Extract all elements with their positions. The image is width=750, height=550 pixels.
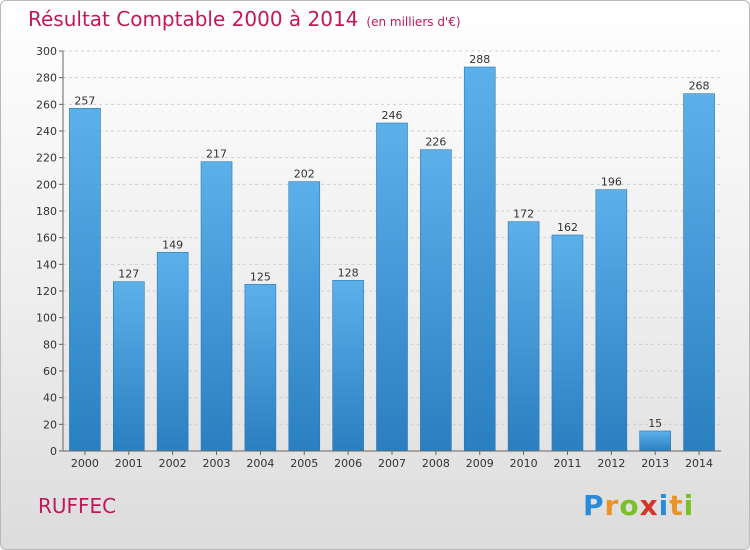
bar bbox=[113, 281, 145, 452]
y-tick-label: 0 bbox=[50, 445, 57, 458]
title-subtitle: (en milliers d'€) bbox=[366, 15, 461, 29]
bar bbox=[200, 161, 233, 452]
logo-letter: i bbox=[683, 489, 695, 522]
logo-letter: x bbox=[639, 489, 659, 522]
logo-letter: P bbox=[583, 489, 605, 522]
logo-letter: t bbox=[669, 489, 684, 522]
y-tick-label: 100 bbox=[36, 312, 57, 325]
x-tick-label: 2004 bbox=[246, 457, 274, 470]
y-tick-label: 60 bbox=[43, 365, 57, 378]
x-tick-label: 2014 bbox=[685, 457, 713, 470]
bar-value-label: 257 bbox=[74, 94, 95, 107]
x-tick-label: 2001 bbox=[115, 457, 143, 470]
bar bbox=[332, 280, 364, 452]
bar bbox=[595, 189, 628, 452]
bar bbox=[244, 284, 277, 452]
x-tick-label: 2008 bbox=[422, 457, 450, 470]
y-tick-label: 120 bbox=[36, 285, 57, 298]
y-tick-label: 180 bbox=[36, 205, 57, 218]
bar-value-label: 288 bbox=[469, 53, 490, 66]
bar-value-label: 15 bbox=[648, 417, 662, 430]
chart-title: Résultat Comptable 2000 à 2014 (en millie… bbox=[28, 7, 461, 31]
bar-value-label: 217 bbox=[206, 148, 227, 161]
x-tick-label: 2000 bbox=[71, 457, 99, 470]
bar-value-label: 149 bbox=[162, 238, 183, 251]
bar bbox=[683, 93, 715, 452]
y-tick-label: 140 bbox=[36, 258, 57, 271]
bar-value-label: 226 bbox=[425, 136, 446, 149]
x-tick-label: 2012 bbox=[597, 457, 625, 470]
logo-letter: r bbox=[604, 489, 620, 522]
bar-value-label: 268 bbox=[689, 80, 710, 93]
bar bbox=[463, 66, 496, 452]
x-tick-label: 2005 bbox=[290, 457, 318, 470]
y-tick-label: 80 bbox=[43, 338, 57, 351]
y-tick-label: 40 bbox=[43, 392, 57, 405]
bar bbox=[551, 234, 584, 452]
x-tick-label: 2003 bbox=[203, 457, 231, 470]
y-tick-label: 280 bbox=[36, 72, 57, 85]
x-axis: 2000 2001 2002 2003 2004 2005 2006 2007 2008 2009… bbox=[63, 450, 721, 470]
x-tick-label: 2011 bbox=[553, 457, 581, 470]
bar bbox=[156, 252, 189, 452]
y-tick-label: 160 bbox=[36, 232, 57, 245]
bar-value-label: 125 bbox=[250, 270, 271, 283]
bar bbox=[288, 181, 321, 452]
x-tick-label: 2010 bbox=[510, 457, 538, 470]
bar-value-label: 128 bbox=[338, 266, 359, 279]
x-tick-label: 2007 bbox=[378, 457, 406, 470]
x-tick-label: 2006 bbox=[334, 457, 362, 470]
y-tick-label: 200 bbox=[36, 178, 57, 191]
x-tick-label: 2002 bbox=[159, 457, 187, 470]
x-tick-label: 2013 bbox=[641, 457, 669, 470]
bar-value-label: 127 bbox=[118, 268, 139, 281]
title-text: Résultat Comptable 2000 à 2014 bbox=[28, 7, 359, 31]
bar bbox=[639, 430, 672, 452]
bar bbox=[420, 149, 452, 452]
y-tick-label: 300 bbox=[36, 45, 57, 58]
y-tick-label: 220 bbox=[36, 152, 57, 165]
bar-value-label: 162 bbox=[557, 221, 578, 234]
bar bbox=[69, 108, 101, 452]
y-tick-label: 240 bbox=[36, 125, 57, 138]
proxiti-logo[interactable]: Proxiti bbox=[583, 489, 694, 522]
bar-value-label: 196 bbox=[601, 176, 622, 189]
logo-letter: i bbox=[658, 489, 670, 522]
y-tick-label: 20 bbox=[43, 418, 57, 431]
logo-letter: o bbox=[619, 489, 640, 522]
bars: 257 127 149 217 125 202 128 246 226 288 172 162 196 1… bbox=[69, 53, 715, 452]
bar-value-label: 172 bbox=[513, 208, 534, 221]
y-tick-label: 260 bbox=[36, 98, 57, 111]
bar-value-label: 246 bbox=[382, 109, 403, 122]
x-tick-label: 2009 bbox=[466, 457, 494, 470]
city-name: RUFFEC bbox=[38, 494, 117, 518]
bar bbox=[376, 122, 408, 452]
y-axis: 0 20 40 60 80 100 120 140 160 180 200 220 240 260 280 3… bbox=[36, 45, 64, 458]
bar-value-label: 202 bbox=[294, 168, 315, 181]
bar bbox=[507, 221, 540, 452]
